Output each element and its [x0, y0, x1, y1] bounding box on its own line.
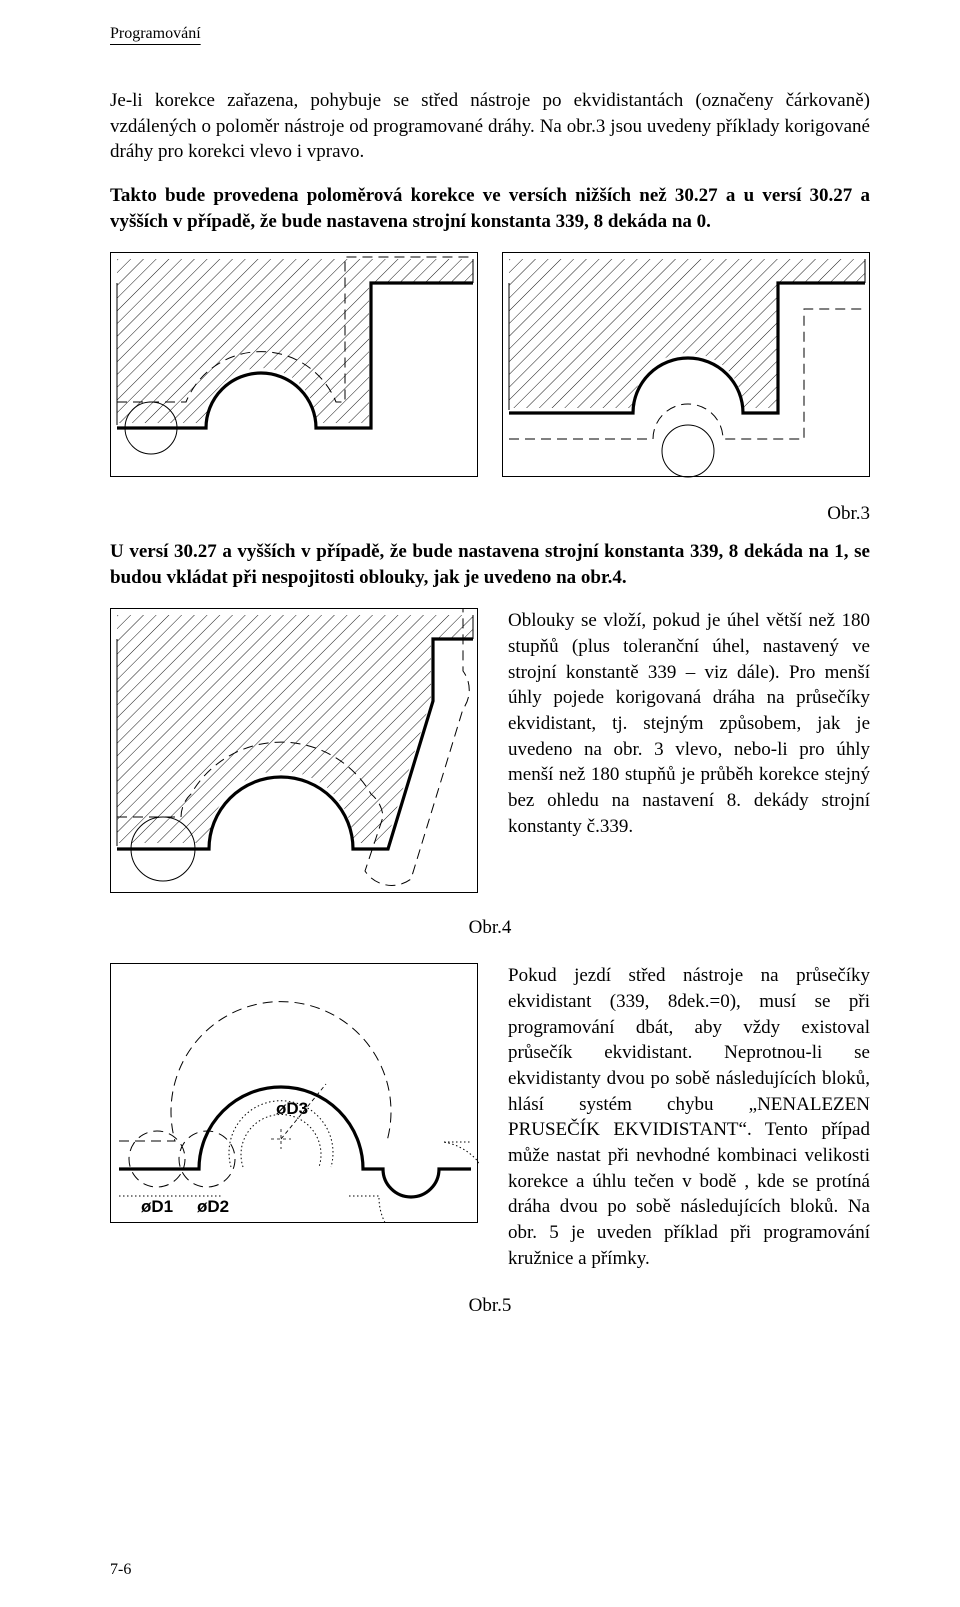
label-d3: øD3: [276, 1099, 308, 1118]
paragraph-3: U versí 30.27 a vyšších v případě, že bu…: [110, 539, 870, 590]
figure-3-caption: Obr.3: [110, 503, 870, 525]
figure-3-row: [110, 252, 870, 477]
label-d2: øD2: [197, 1197, 229, 1216]
paragraph-1: Je-li korekce zařazena, pohybuje se stře…: [110, 88, 870, 165]
page-number: 7-6: [110, 1561, 131, 1579]
figure-5-row: øD1 øD2 øD3 Pokud jezdí střed nástroje n…: [110, 963, 870, 1271]
figure-3-left: [110, 252, 478, 477]
paragraph-4: Oblouky se vloží, pokud je úhel větší ne…: [508, 608, 870, 839]
running-head: Programování: [110, 25, 870, 43]
figure-5-caption: Obr.5: [110, 1295, 870, 1317]
figure-3-right: [502, 252, 870, 477]
figure-4: [110, 608, 478, 893]
figure-5: øD1 øD2 øD3: [110, 963, 478, 1223]
figure-4-row: Oblouky se vloží, pokud je úhel větší ne…: [110, 608, 870, 893]
figure-4-caption: Obr.4: [110, 917, 870, 939]
paragraph-2: Takto bude provedena poloměrová korekce …: [110, 183, 870, 234]
paragraph-5: Pokud jezdí střed nástroje na průsečíky …: [508, 963, 870, 1271]
page-root: Programování Je-li korekce zařazena, poh…: [0, 0, 960, 1607]
label-d1: øD1: [141, 1197, 173, 1216]
